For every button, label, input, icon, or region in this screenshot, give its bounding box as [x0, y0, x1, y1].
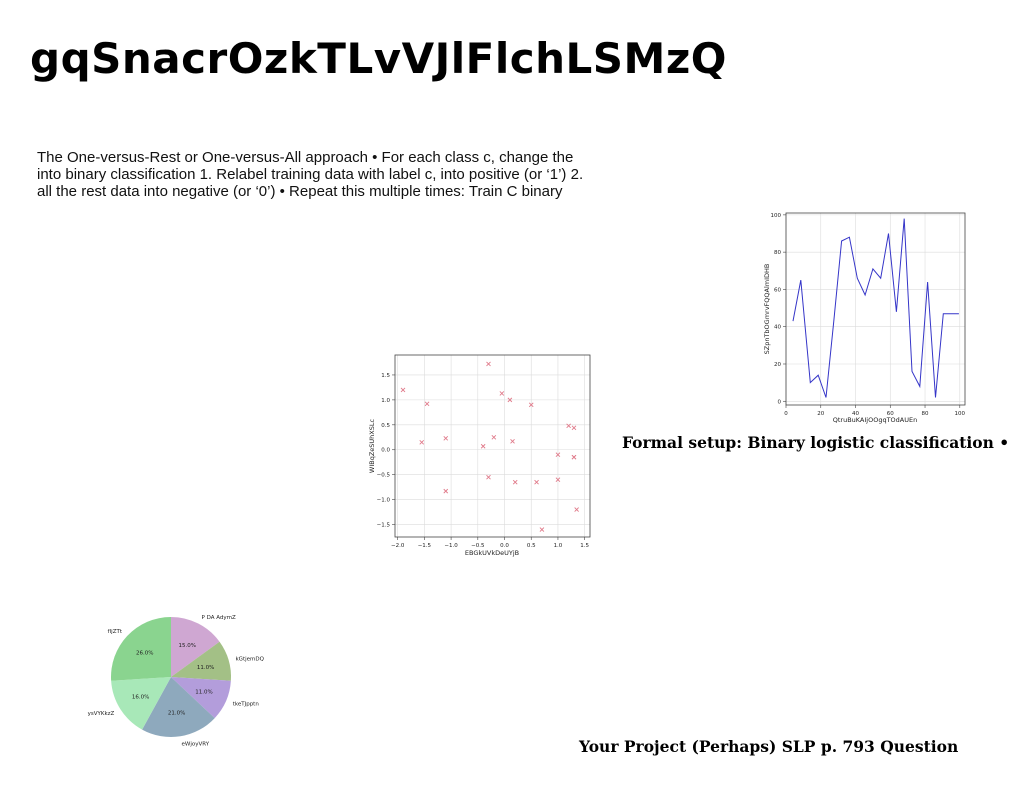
- x-tick-label: −0.5: [471, 543, 485, 549]
- scatter-point: [419, 439, 425, 445]
- scatter-point: [480, 443, 486, 449]
- scatter-point: [555, 477, 561, 482]
- pie-percent-label: 11.0%: [195, 689, 212, 695]
- pie-slice: [111, 617, 171, 681]
- pie-percent-label: 11.0%: [197, 665, 214, 671]
- y-tick-label: 0.5: [381, 423, 390, 429]
- x-tick-label: −1.5: [418, 543, 432, 549]
- paragraph-line: The One-versus-Rest or One-versus-All ap…: [37, 149, 574, 166]
- x-tick-label: 0: [784, 411, 788, 417]
- x-tick-label: −1.0: [444, 543, 458, 549]
- x-tick-label: −2.0: [391, 543, 405, 549]
- scatter-point: [400, 387, 406, 393]
- pie-percent-label: 16.0%: [132, 694, 149, 700]
- scatter-point: [512, 479, 518, 485]
- y-tick-label: −1.5: [377, 523, 391, 529]
- pie-percent-label: 15.0%: [179, 643, 196, 649]
- pie-slice: [111, 677, 171, 730]
- y-tick-label: 60: [774, 287, 781, 293]
- scatter-point: [486, 361, 491, 367]
- x-tick-label: 20: [817, 411, 824, 417]
- scatter-point: [528, 402, 534, 408]
- paragraph-line: into binary classification 1. Relabel tr…: [37, 166, 584, 183]
- y-tick-label: 40: [774, 325, 781, 331]
- paragraph-line: all the rest data into negative (or ‘0’)…: [37, 183, 563, 200]
- plot-frame: [785, 212, 966, 406]
- line-chart: 0 20 40 60 80 100 0 20 40 60 80 100 QtruBuKAIjOOgqT…: [763, 212, 966, 424]
- pie-category-label: eWjoyVRY: [182, 741, 210, 747]
- scatter-point: [534, 479, 539, 485]
- y-axis-label: WIBqZeSUhXSLc: [368, 419, 376, 474]
- y-tick-label: 0.0: [381, 448, 390, 454]
- x-tick-label: 1.0: [554, 543, 563, 549]
- pie-slice: [171, 617, 220, 677]
- pie-slice: [171, 677, 231, 719]
- pie-category-label: P DA AdymZ: [202, 615, 236, 621]
- scatter-point: [571, 425, 577, 431]
- series-line: [792, 218, 959, 398]
- y-tick-label: 1.0: [381, 398, 390, 404]
- x-axis-label: EBGkUVkDeUYjB: [465, 549, 519, 557]
- scatter-point: [539, 527, 545, 532]
- x-axis-label: QtruBuKAIjOOgqTOdAUEn: [833, 416, 917, 424]
- scatter-point: [555, 452, 561, 458]
- x-tick-label: 60: [887, 411, 894, 417]
- x-tick-label: 80: [922, 411, 929, 417]
- pie-slice: [171, 641, 231, 681]
- pie-category-label: tkeTJpptn: [233, 702, 260, 708]
- scatter-point: [574, 507, 579, 512]
- scatter-point: [571, 454, 577, 460]
- y-tick-label: −0.5: [377, 473, 391, 479]
- pie-category-label: fIjZTt: [108, 629, 123, 635]
- y-tick-label: 20: [774, 362, 781, 368]
- scatter-chart: −2.0 −1.5 −1.0 −0.5 0.0 0.5 1.0 1.5 −1.5 −1.0 −0.5…: [368, 354, 591, 557]
- scatter-point: [491, 434, 497, 440]
- pie-percent-label: 26.0%: [136, 650, 153, 656]
- y-tick-label: 80: [774, 250, 781, 256]
- caption-formal-setup: Formal setup: Binary logistic classifica…: [622, 433, 1010, 452]
- pie-percent-label: 21.0%: [168, 711, 185, 717]
- slide-title: gqSnacrOzkTLvVJlFlchLSMzQ: [30, 34, 727, 83]
- scatter-point: [510, 438, 515, 444]
- plot-frame: [394, 354, 591, 538]
- pie-category-label: kGtjemDQ: [236, 656, 265, 662]
- scatter-point: [486, 474, 491, 480]
- scatter-point: [499, 391, 505, 396]
- scatter-point: [443, 435, 449, 441]
- y-tick-label: 100: [771, 213, 782, 219]
- x-tick-label: 40: [852, 411, 859, 417]
- x-tick-label: 100: [955, 411, 966, 417]
- x-tick-label: 0.5: [527, 543, 536, 549]
- caption-project: Your Project (Perhaps) SLP p. 793 Questi…: [579, 737, 959, 756]
- x-tick-label: 0.0: [500, 543, 509, 549]
- scatter-point: [507, 397, 513, 403]
- pie-chart: 15.0% P DA AdymZ 11.0% kGtjemDQ 11.0% tkeTJpp…: [88, 615, 265, 747]
- y-tick-label: 0: [778, 399, 782, 405]
- y-tick-label: 1.5: [381, 373, 390, 379]
- y-tick-label: −1.0: [377, 498, 391, 504]
- y-axis-label: SZpnTbOGmrvFQQAlmIDHB: [763, 264, 771, 355]
- scatter-point: [566, 423, 571, 429]
- x-tick-label: 1.5: [580, 543, 589, 549]
- scatter-point: [424, 401, 430, 407]
- body-paragraph: The One-versus-Rest or One-versus-All ap…: [37, 149, 627, 200]
- pie-category-label: ysVYKkzZ: [88, 711, 115, 717]
- pie-slice: [142, 677, 215, 738]
- scatter-point: [443, 488, 449, 494]
